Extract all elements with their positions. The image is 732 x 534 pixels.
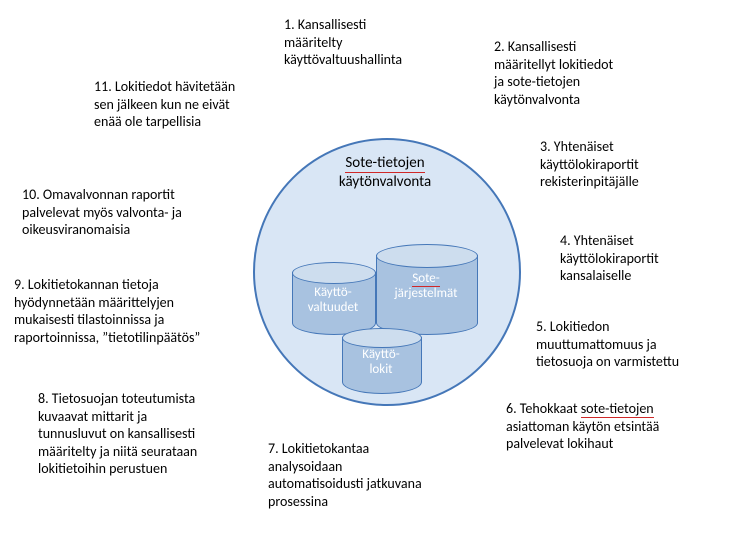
circle-title-line1: Sote-tietojen — [345, 154, 424, 173]
item-7: 7. Lokitietokantaaanalysoidaanautomatiso… — [268, 440, 488, 510]
cylinder-kaytto-lokit: Käyttö-lokit — [342, 328, 420, 393]
item-6: 6. Tehokkaat sote-tietojenasiattoman käy… — [506, 400, 726, 453]
cylinder-top — [292, 262, 376, 284]
item-5: 5. Lokitiedonmuuttumattomuus jatietosuoj… — [536, 318, 732, 371]
cylinder-kayttovaltuudet: Käyttö-valtuudet — [292, 262, 374, 334]
circle-title: Sote-tietojen käytönvalvonta — [253, 154, 517, 192]
cylinder-sote-jarjestelmat: Sote-järjestelmät — [376, 244, 476, 334]
item-1: 1. Kansallisestimääriteltykäyttövaltuush… — [284, 16, 464, 69]
cylinder-label: Käyttö-valtuudet — [292, 286, 374, 316]
cylinder-top — [342, 328, 422, 348]
item-11: 11. Lokitiedot hävitetäänsen jälkeen kun… — [94, 78, 304, 131]
item-9: 9. Lokitietokannan tietojahyödynnetään m… — [14, 276, 244, 346]
item-8: 8. Tietosuojan toteutumistakuvaavat mitt… — [38, 390, 268, 478]
item-4: 4. Yhtenäisetkäyttölokiraportitkansalais… — [560, 232, 730, 285]
item-2: 2. Kansallisestimääritellyt lokitiedotja… — [494, 38, 694, 108]
cylinder-label: Käyttö-lokit — [342, 348, 420, 378]
item-10: 10. Omavalvonnan raportitpalvelevat myös… — [22, 186, 252, 239]
circle-title-line2: käytönvalvonta — [339, 173, 431, 191]
cylinder-label: Sote-järjestelmät — [376, 272, 476, 302]
item-3: 3. Yhtenäisetkäyttölokiraportitrekisteri… — [540, 138, 720, 191]
cylinder-top — [376, 244, 478, 268]
